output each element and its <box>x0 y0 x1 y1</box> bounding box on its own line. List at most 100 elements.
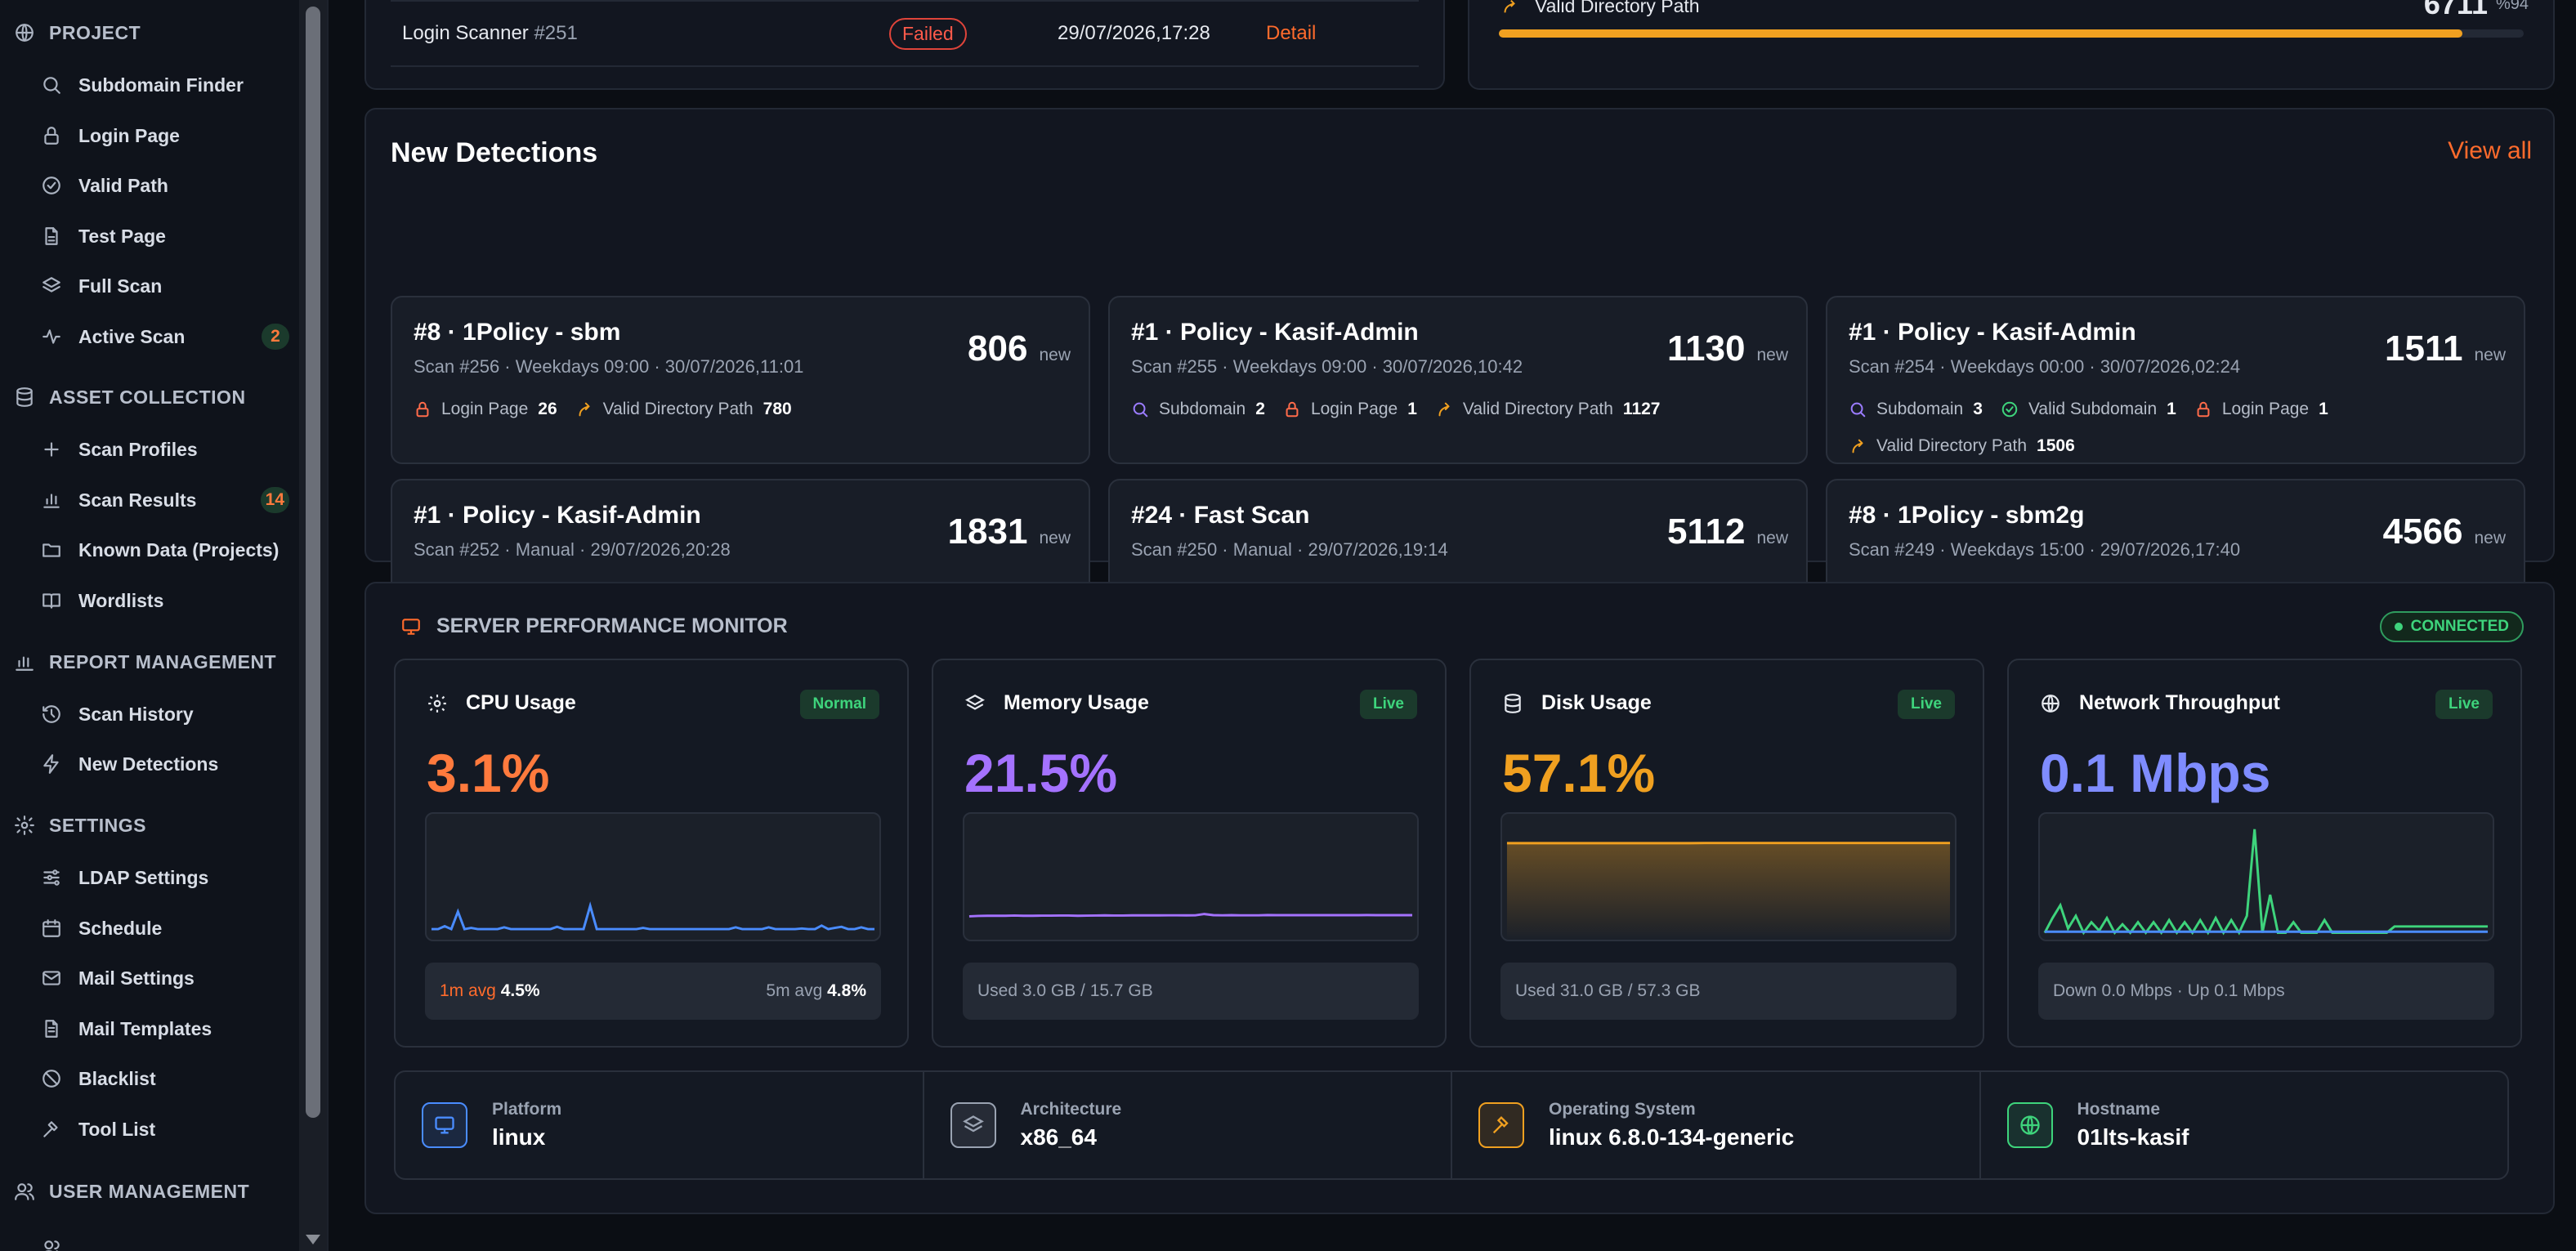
detection-tag: Login Page 1 <box>1283 394 1417 425</box>
sidebar-item-13[interactable]: Schedule <box>0 905 299 951</box>
sidebar-item-7[interactable]: Scan Results 14 <box>0 477 299 523</box>
item-icon-wrap <box>33 489 70 511</box>
avg-1m-label: 1m avg <box>440 981 496 1000</box>
path-icon <box>1852 439 1863 453</box>
sidebar-item-label: Tool List <box>78 1118 156 1140</box>
item-icon-wrap <box>33 439 70 460</box>
metric-footer: Down 0.0 Mbps · Up 0.1 Mbps <box>2038 963 2494 1020</box>
sidebar-item-8[interactable]: Known Data (Projects) <box>0 527 299 573</box>
sidebar-item-14[interactable]: Mail Settings <box>0 955 299 1001</box>
mail-icon <box>42 971 60 985</box>
sidebar-divider <box>327 0 345 1251</box>
sidebar-item-15[interactable]: Mail Templates <box>0 1006 299 1052</box>
metric-footer: Used 31.0 GB / 57.3 GB <box>1500 963 1957 1020</box>
sidebar-item-11[interactable]: New Detections <box>0 741 299 787</box>
detection-tag: Login Page 1 <box>2194 394 2328 425</box>
avg-1m: 1m avg 4.5% <box>440 981 540 1001</box>
usage-detail: Used 31.0 GB / 57.3 GB <box>1515 981 1701 1000</box>
search-icon <box>43 77 60 94</box>
system-info-cell: Operating System linux 6.8.0-134-generic <box>1452 1072 1981 1178</box>
sidebar-section-label: PROJECT <box>49 21 141 43</box>
item-icon-wrap <box>33 1068 70 1089</box>
system-info-value: 01lts-kasif <box>2077 1124 2189 1150</box>
system-icon-box <box>2006 1102 2053 1148</box>
sidebar-item-5[interactable]: Active Scan 2 <box>0 314 299 360</box>
item-icon-wrap <box>33 74 70 96</box>
count-suffix: new <box>2474 529 2506 547</box>
sidebar-item-3[interactable]: Test Page <box>0 213 299 259</box>
detail-link[interactable]: Detail <box>1266 22 1317 44</box>
sidebar-section-4[interactable]: USER MANAGEMENT <box>0 1167 249 1216</box>
database-icon <box>16 387 33 407</box>
path-icon <box>1438 402 1450 417</box>
detection-card[interactable]: #1 · Policy - Kasif-Admin Scan #254 · Wee… <box>1826 296 2525 464</box>
sidebar-section-0[interactable]: PROJECT <box>0 8 141 57</box>
monitor-icon <box>435 1116 454 1134</box>
avg-1m-value: 4.5% <box>500 981 540 1000</box>
sliders-icon <box>43 869 60 886</box>
item-icon-wrap <box>33 175 70 196</box>
sidebar-item-9[interactable]: Wordlists <box>0 578 299 623</box>
detection-tag: Valid Directory Path 1127 <box>1435 394 1660 425</box>
count-suffix: new <box>1756 346 1788 364</box>
sidebar-item-1[interactable]: Login Page <box>0 113 299 159</box>
monitor-card-header: Memory Usage <box>964 691 1149 715</box>
sidebar-item-label: Scan Results <box>78 489 197 511</box>
lock-icon <box>44 127 59 145</box>
sidebar-item-12[interactable]: LDAP Settings <box>0 855 299 900</box>
sidebar-section-2[interactable]: REPORT MANAGEMENT <box>0 637 276 686</box>
sidebar-item-16[interactable]: Blacklist <box>0 1056 299 1101</box>
system-info-text: Architecture x86_64 <box>1021 1100 1122 1150</box>
sidebar-item-label: Full Scan <box>78 275 163 297</box>
detection-card[interactable]: #8 · 1Policy - sbm Scan #256 · Weekdays 0… <box>391 296 1090 464</box>
users-icon <box>44 1240 60 1251</box>
main-content: Login Scanner #251 Failed 29/07/2026,17:… <box>364 0 2555 1251</box>
detection-count: 1511 new <box>2385 328 2506 369</box>
count-value: 1511 <box>2385 328 2463 369</box>
status-dot-icon <box>2394 623 2403 631</box>
sidebar-section-label: ASSET COLLECTION <box>49 386 246 408</box>
sidebar-item-0[interactable]: Subdomain Finder <box>0 62 299 108</box>
tag-value: 3 <box>1973 400 1983 418</box>
metric-value: 21.5% <box>964 743 1118 803</box>
system-info-bar: Platform linux Architecture x86_64 Operating… <box>394 1070 2509 1180</box>
sidebar-item-2[interactable]: Valid Path <box>0 163 299 208</box>
ban-icon <box>42 1070 60 1088</box>
sidebar-item-6[interactable]: Scan Profiles <box>0 427 299 472</box>
lock-icon <box>2197 401 2210 418</box>
count-suffix: new <box>1756 529 1788 547</box>
sidebar-scrollbar[interactable] <box>299 0 327 1251</box>
sparkline-chart <box>2038 812 2494 941</box>
scroll-down-arrow-icon[interactable] <box>306 1235 320 1244</box>
detection-subtitle: Scan #252 · Manual · 29/07/2026,20:28 <box>414 539 731 560</box>
monitor-status-pill: Live <box>1897 690 1955 719</box>
zap-icon <box>43 754 59 774</box>
monitor-card-title: Network Throughput <box>2079 691 2280 714</box>
check-circle-icon <box>2001 401 2018 418</box>
layers-icon <box>965 694 985 710</box>
sidebar-section-3[interactable]: SETTINGS <box>0 801 146 850</box>
count-suffix: new <box>1039 529 1071 547</box>
hammer-icon <box>43 1121 58 1137</box>
scan-date: 29/07/2026,17:28 <box>1058 22 1210 44</box>
sparkline-series <box>431 901 875 932</box>
system-info-value: x86_64 <box>1020 1124 1097 1150</box>
detection-title: #24 · Fast Scan <box>1131 502 1310 529</box>
section-icon-wrap <box>0 1181 49 1202</box>
sidebar-section-1[interactable]: ASSET COLLECTION <box>0 373 246 422</box>
sidebar-item-cutoff[interactable] <box>0 1226 299 1251</box>
monitor-status-pill: Live <box>1359 690 1417 719</box>
item-icon-wrap <box>33 1119 70 1140</box>
scrollbar-thumb[interactable] <box>306 7 320 1118</box>
sidebar-item-4[interactable]: Full Scan <box>0 263 299 309</box>
recent-scan-row[interactable]: Login Scanner #251 Failed 29/07/2026,17:… <box>391 2 1419 67</box>
stat-value: 6711 <box>2423 0 2488 20</box>
tag-label: Subdomain <box>1159 400 1246 418</box>
sidebar-item-10[interactable]: Scan History <box>0 691 299 737</box>
detection-card[interactable]: #1 · Policy - Kasif-Admin Scan #255 · Wee… <box>1108 296 1808 464</box>
sidebar-item-17[interactable]: Tool List <box>0 1106 299 1152</box>
view-all-link[interactable]: View all <box>2448 137 2532 164</box>
system-icon-box <box>950 1102 996 1148</box>
metric-footer: Used 3.0 GB / 15.7 GB <box>963 963 1419 1020</box>
sparkline-svg <box>2043 829 2489 936</box>
